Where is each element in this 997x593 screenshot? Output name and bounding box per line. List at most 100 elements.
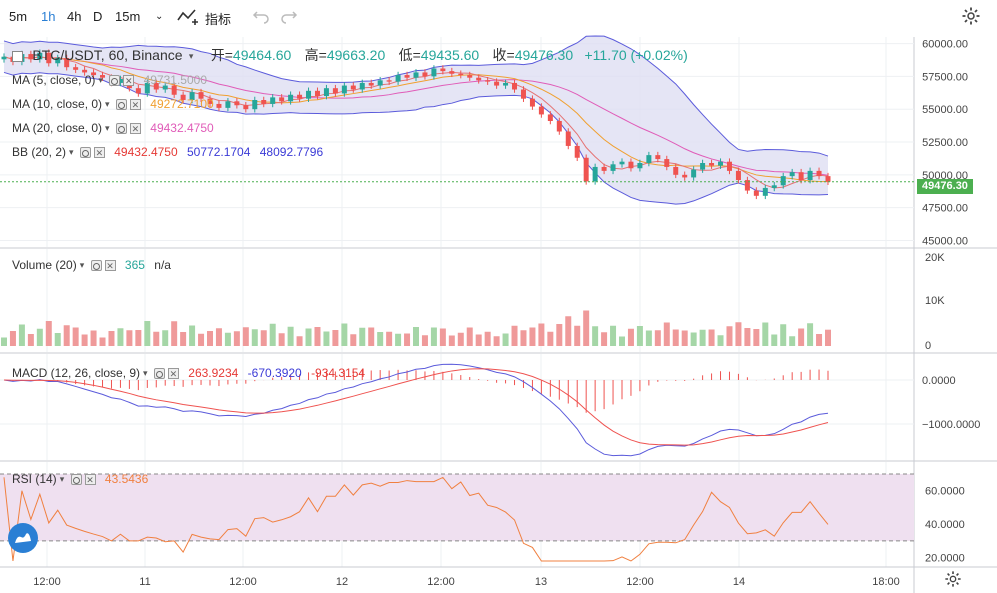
candle-up [771,185,777,188]
close-icon[interactable] [93,147,105,159]
timeframe-d[interactable]: D [93,9,103,24]
timeframe-5m[interactable]: 5m [9,9,28,24]
close-value: 49476.30 [514,47,574,63]
price-axis-label: 47500.00 [922,203,968,215]
volume-bar [350,334,357,346]
candle-down [583,157,589,182]
indicators-icon[interactable] [176,6,202,29]
last-price-tag: 49476.30 [917,179,973,194]
candle-down [135,88,141,94]
timeframe-1h[interactable]: 1h [41,9,56,24]
candle-down [171,85,177,95]
candle-up [37,52,43,60]
close-icon[interactable] [104,260,116,272]
volume-bar [627,328,634,346]
volume-bar [690,332,697,346]
volume-bar [341,323,348,346]
eye-icon[interactable] [115,99,127,111]
close-icon[interactable] [167,368,179,380]
volume-bar [663,322,670,346]
macd-signal-line [3,368,829,446]
volume-axis-label: 20K [925,252,945,264]
indicators-button[interactable]: 指标 [205,12,232,27]
volume-legend[interactable]: Volume (20)▾ 365 n/a [12,258,171,272]
volume-bar [717,335,724,346]
timeframe-chevron-down-icon[interactable]: ⌄ [155,11,164,22]
volume-bar [825,329,831,346]
candle-down [628,161,634,169]
candle-down [673,166,679,175]
volume-bar [314,327,321,346]
volume-bar [9,331,16,346]
volume-bar [645,330,652,346]
timeframe-15m[interactable]: 15m [115,9,141,24]
macd-axis-label: 0.0000 [922,375,956,387]
volume-bar [583,310,590,346]
close-icon[interactable] [84,474,96,486]
ma10-legend[interactable]: MA (10, close, 0)▾ 49272.7100 [12,97,214,111]
candle-down [547,114,553,121]
ma5-label: MA (5, close, 0) [12,73,96,87]
settings-gear-icon[interactable] [961,6,981,29]
ma10-line [3,56,829,183]
redo-icon[interactable] [280,8,298,27]
volume-bar [807,323,814,346]
rsi-value: 43.5436 [104,472,149,486]
chevron-down-icon[interactable]: ▾ [105,99,110,110]
time-axis-settings-gear-icon[interactable] [944,570,962,591]
eye-icon[interactable] [109,75,121,87]
ma10-value: 49272.7100 [150,97,214,111]
macd-signal-value: -934.3154 [311,366,366,380]
eye-icon[interactable] [79,147,91,159]
chevron-down-icon[interactable]: ▾ [105,123,110,134]
time-axis-label: 12:00 [229,576,257,588]
chevron-down-icon[interactable]: ▾ [98,75,103,86]
chevron-down-icon[interactable]: ▾ [59,474,65,485]
candle-up [306,90,312,99]
volume-bar [457,332,464,346]
high-value: 49663.20 [326,47,386,63]
macd-legend[interactable]: MACD (12, 26, close, 9)▾ 263.9234 -670.3… [12,366,365,380]
ma20-legend[interactable]: MA (20, close, 0)▾ 49432.4750 [12,121,214,135]
volume-bar [269,323,276,346]
volume-bar [260,330,267,346]
ma5-legend[interactable]: MA (5, close, 0)▾ 49731.5000 [12,73,207,87]
timeframe-4h[interactable]: 4h [67,9,82,24]
close-icon[interactable] [129,99,141,111]
volume-bar [798,328,805,346]
volume-bar [296,336,303,346]
tradingview-logo-icon[interactable] [8,523,38,553]
candle-down [91,72,97,76]
symbol-title[interactable]: BTC/USDT, 60, Binance [32,47,183,63]
close-icon[interactable] [129,123,141,135]
eye-icon[interactable] [115,123,127,135]
volume-bar [699,329,706,346]
candle-up [780,176,786,186]
ma10-label: MA (10, close, 0) [12,97,103,111]
volume-bar [54,333,61,346]
eye-icon[interactable] [70,474,82,486]
chevron-down-icon[interactable]: ▾ [69,147,74,158]
volume-bar [135,330,142,346]
rsi-legend[interactable]: RSI (14)▾ 43.5436 [12,472,148,486]
candle-up [592,166,598,182]
volume-bar [323,331,330,346]
volume-bar [27,334,34,346]
eye-icon[interactable] [153,368,165,380]
bb-legend[interactable]: BB (20, 2)▾ 49432.4750 50772.1704 48092.… [12,145,323,159]
bb-label: BB (20, 2) [12,145,67,159]
chevron-down-icon[interactable]: ▾ [143,368,148,379]
collapse-icon[interactable] [12,51,23,63]
volume-bar [108,331,115,346]
volume-bar [493,336,500,346]
close-icon[interactable] [123,75,135,87]
symbol-chevron-down-icon[interactable]: ▾ [188,51,194,62]
low-value: 49435.60 [420,47,480,63]
volume-bar [780,324,787,346]
chevron-down-icon[interactable]: ▾ [79,260,85,271]
volume-bar [619,336,625,346]
eye-icon[interactable] [90,260,102,272]
undo-icon[interactable] [252,8,270,27]
candle-down [529,98,535,107]
